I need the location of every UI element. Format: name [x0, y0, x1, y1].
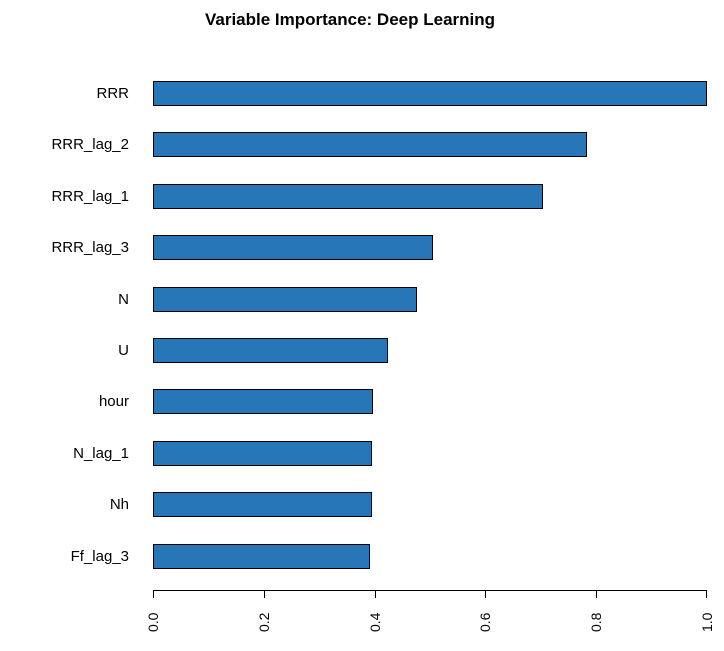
bar-u: [153, 338, 388, 363]
x-tick-label: 0.2: [255, 612, 272, 632]
bar-n-lag-1: [153, 440, 372, 466]
x-axis-line: [153, 590, 707, 591]
category-label: U: [118, 342, 129, 359]
bar-nh: [153, 492, 372, 518]
category-label: N_lag_1: [73, 444, 129, 462]
category-label: RRR_lag_2: [51, 136, 129, 154]
bar-hour: [153, 389, 373, 415]
x-tick: [153, 590, 154, 598]
category-label: RRR_lag_1: [51, 187, 129, 205]
x-tick: [374, 590, 376, 598]
chart-title: Variable Importance: Deep Learning: [204, 10, 496, 29]
x-tick-label: 0.0: [145, 612, 161, 632]
category-label: Nh: [109, 496, 129, 514]
category-label: Ff_lag_3: [70, 547, 129, 565]
category-label: N: [118, 290, 129, 308]
bar-ff-lag-3: [153, 543, 371, 569]
x-tick: [263, 590, 265, 598]
bar-rrr-lag-3: [153, 235, 433, 261]
x-tick-label: 1.0: [699, 612, 715, 632]
x-tick: [706, 590, 707, 598]
x-tick-label: 0.4: [366, 612, 383, 632]
category-label: RRR_lag_3: [51, 239, 129, 257]
category-label: RRR: [96, 85, 130, 102]
bar-n: [153, 286, 418, 312]
bar-rrr: [153, 81, 707, 106]
x-tick: [596, 590, 598, 598]
bar-rrr-lag-1: [153, 183, 544, 209]
x-tick-label: 0.6: [477, 612, 494, 632]
x-tick: [485, 590, 487, 598]
category-label: hour: [98, 393, 129, 411]
bar-rrr-lag-2: [153, 132, 587, 158]
x-tick-label: 0.8: [588, 612, 605, 632]
